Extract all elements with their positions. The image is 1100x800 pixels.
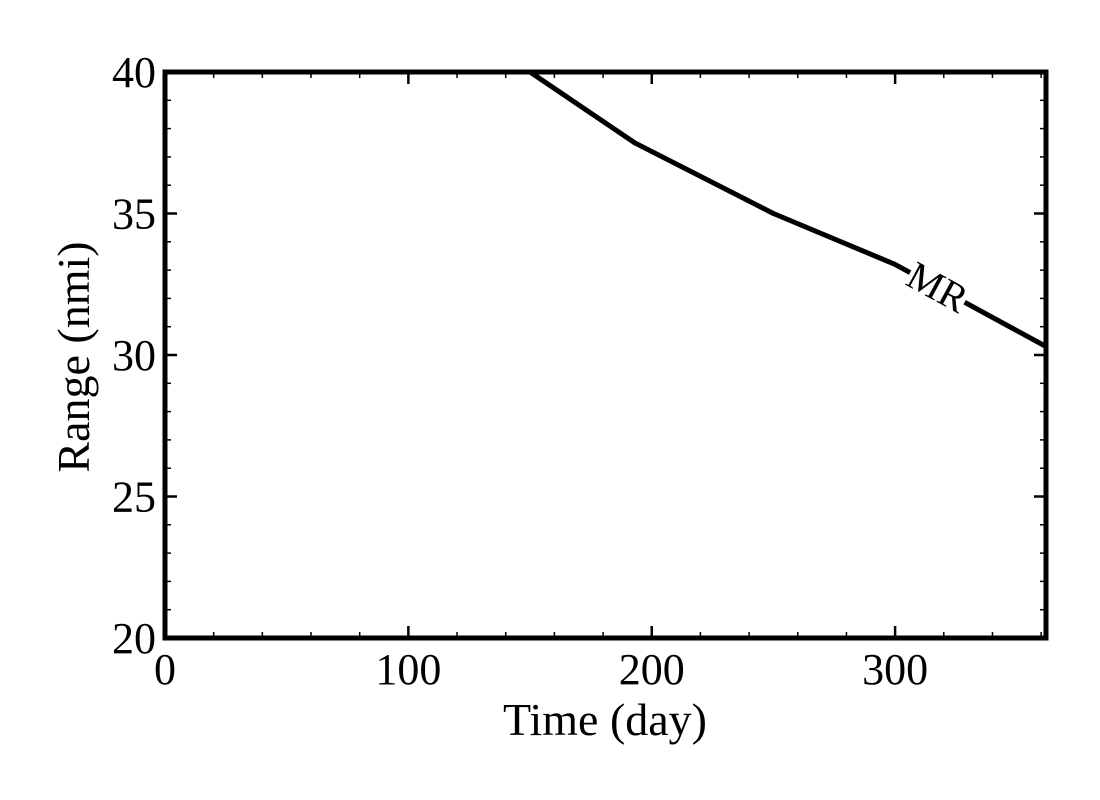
curve-labels: MR [900, 252, 976, 321]
x-axis-title: Time (day) [503, 694, 707, 745]
plot-frame [162, 69, 1049, 641]
x-tick-label: 0 [154, 645, 176, 694]
y-tick-label: 30 [112, 331, 156, 380]
y-tick-label: 20 [112, 614, 156, 663]
series-line [165, 72, 1046, 349]
y-tick-labels: 20 25 30 35 40 [112, 48, 156, 663]
y-axis-title: Range (nmi) [48, 241, 99, 472]
series-label-group: MR [900, 252, 976, 321]
y-tick-label: 35 [112, 190, 156, 239]
x-tick-labels: 0 100 200 300 [154, 645, 928, 694]
series-layer [165, 72, 1046, 349]
x-tick-label: 300 [862, 645, 928, 694]
y-tick-label: 40 [112, 48, 156, 97]
x-tick-label: 200 [619, 645, 685, 694]
x-tick-label: 100 [375, 645, 441, 694]
y-tick-label: 25 [112, 473, 156, 522]
series-label: MR [900, 252, 976, 321]
minor-ticks [165, 72, 1046, 638]
series-label-mask [901, 256, 974, 319]
major-ticks [163, 70, 1046, 640]
